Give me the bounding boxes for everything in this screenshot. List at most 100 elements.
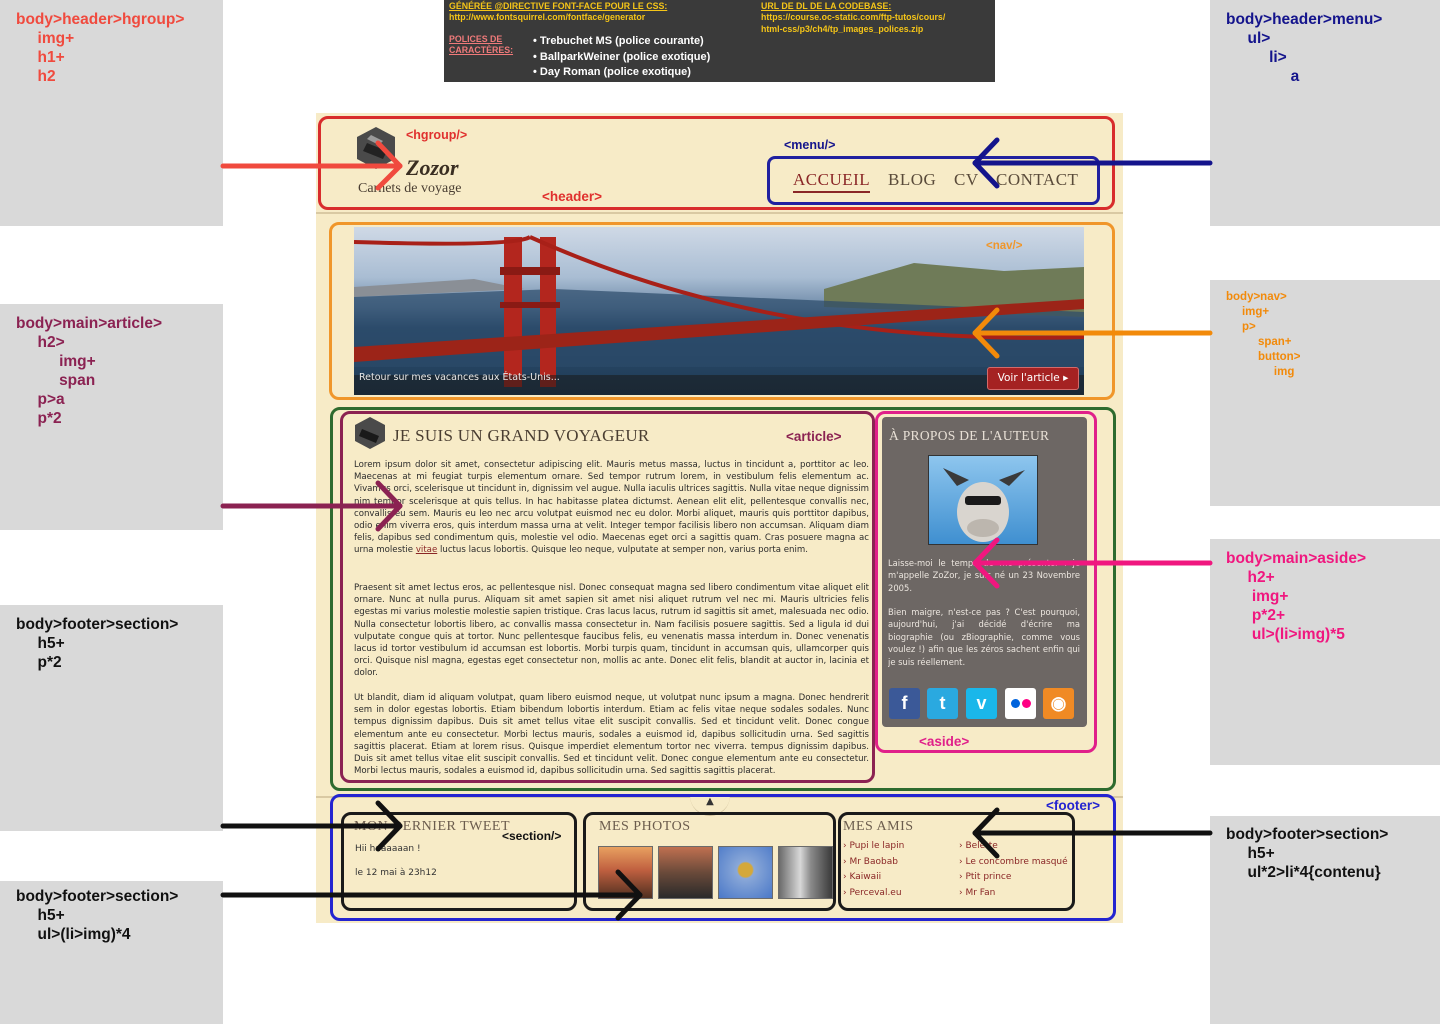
- article-title: JE SUIS UN GRAND VOYAGEUR: [393, 426, 650, 445]
- friend-link[interactable]: Mr Baobab: [843, 855, 904, 871]
- friends-list-1: Pupi le lapin Mr Baobab Kaiwaii Perceval…: [843, 839, 904, 901]
- footer-tweet-date: le 12 mai à 23h12: [355, 868, 437, 878]
- article-tag: <article>: [786, 429, 842, 444]
- arrow-header-menu: [972, 137, 1213, 189]
- annotation-header-hgroup: body>header>hgroup> img+ h1+ h2: [16, 11, 185, 85]
- annotation-footer-section-1: body>footer>section> h5+ p*2: [16, 616, 179, 671]
- fonts-label-line2: CARACTÈRES:: [449, 45, 514, 55]
- friend-link[interactable]: Belette: [959, 839, 1068, 855]
- friend-link[interactable]: Le concombre masqué: [959, 855, 1067, 871]
- font-item: Day Roman (police exotique): [533, 65, 710, 81]
- hgroup-tag: <hgroup/>: [406, 128, 468, 142]
- annotation-aside: body>main>aside> h2+ img+ p*2+ ul>(li>im…: [1226, 550, 1366, 643]
- panel-header-menu: [1210, 0, 1440, 226]
- article-frame: [340, 411, 875, 783]
- footer-photos-title: MES PHOTOS: [599, 819, 691, 834]
- logo-title: Zozor: [406, 155, 459, 180]
- section-tag: <section/>: [502, 829, 562, 843]
- menu-item-contact[interactable]: CONTACT: [996, 170, 1079, 189]
- panel-footer-section-3: [1210, 816, 1440, 1024]
- header-tag: <header>: [542, 189, 603, 204]
- photo-thumbnail[interactable]: [718, 846, 773, 899]
- fonts-label-line1: POLICES DE: [449, 34, 503, 44]
- photo-thumbnail[interactable]: [598, 846, 653, 899]
- facebook-icon[interactable]: f: [889, 688, 920, 719]
- font-item: BallparkWeiner (police exotique): [533, 50, 710, 66]
- annotation-footer-section-2: body>footer>section> h5+ ul>(li>img)*4: [16, 888, 179, 943]
- friends-list-2: Belette Le concombre masqué Ptit prince …: [959, 839, 1068, 902]
- font-item: Trebuchet MS (police courante): [533, 34, 710, 50]
- rss-icon[interactable]: ◉: [1043, 688, 1074, 719]
- article-link[interactable]: vitae: [415, 545, 438, 556]
- fonts-list: Trebuchet MS (police courante) BallparkW…: [533, 34, 710, 81]
- arrow-aside: [972, 537, 1213, 589]
- footer-frame: [330, 794, 1116, 921]
- panel-footer-section-2: [0, 881, 223, 1024]
- panel-nav: [1210, 280, 1440, 506]
- panel-article: [0, 304, 223, 530]
- menu-item-accueil[interactable]: ACCUEIL: [793, 170, 871, 193]
- codebase-heading: URL DE DL DE LA CODEBASE:: [761, 1, 892, 11]
- article-text: Lorem ipsum dolor sit amet, consectetur …: [354, 460, 869, 556]
- arrow-footer-section-1: [220, 800, 403, 852]
- friend-link[interactable]: Mr Fan: [959, 886, 1068, 902]
- article-paragraph-2: Praesent sit amet lectus eros, ac pellen…: [354, 583, 869, 679]
- photo-thumbnail[interactable]: [658, 846, 713, 899]
- footer-section-tweet: [341, 812, 577, 911]
- friend-link[interactable]: Pupi le lapin: [843, 839, 904, 855]
- website-mockup: Zozor Carnets de voyage <hgroup/> <heade…: [316, 113, 1123, 923]
- article-paragraph-1: Lorem ipsum dolor sit amet, consectetur …: [354, 459, 869, 569]
- arrow-nav: [972, 307, 1213, 359]
- nav-frame: [329, 222, 1115, 400]
- arrow-article: [220, 480, 403, 532]
- footer-section-photos: [583, 812, 836, 911]
- arrow-footer-section-3: [972, 807, 1213, 859]
- arrow-footer-section-2: [220, 869, 643, 921]
- aside-title: À PROPOS DE L'AUTEUR: [889, 428, 1050, 443]
- article-text: luctus lacus lobortis. Quisque leo neque…: [439, 545, 808, 556]
- divider: [316, 212, 1123, 214]
- banner-image: [354, 227, 1084, 395]
- annotation-footer-section-3: body>footer>section> h5+ ul*2>li*4{conte…: [1226, 826, 1389, 881]
- flickr-icon[interactable]: [1005, 688, 1036, 719]
- article-paragraph-3: Ut blandit, diam id aliquam volutpat, qu…: [354, 693, 869, 777]
- menu-frame: [767, 156, 1100, 205]
- aside-tag: <aside>: [919, 734, 970, 749]
- arrow-header-hgroup: [220, 140, 403, 191]
- banner-button[interactable]: Voir l'article ▸: [987, 367, 1079, 390]
- vimeo-icon[interactable]: v: [966, 688, 997, 719]
- annotation-article: body>main>article> h2> img+ span p>a p*2: [16, 315, 163, 427]
- twitter-icon[interactable]: t: [927, 688, 958, 719]
- annotation-header-menu: body>header>menu> ul> li> a: [1226, 11, 1383, 85]
- annotation-nav: body>nav> img+ p> span+ button> img: [1226, 291, 1301, 378]
- zozor-avatar-icon: [943, 468, 1025, 542]
- main-frame: [330, 407, 1116, 791]
- footer-friends-title: MES AMIS: [843, 819, 914, 834]
- friend-link[interactable]: Ptit prince: [959, 870, 1068, 886]
- menu-tag: <menu/>: [784, 138, 836, 152]
- fontface-url: http://www.fontsquirrel.com/fontface/gen…: [449, 12, 646, 22]
- photo-thumbnail[interactable]: [778, 846, 833, 899]
- fontface-heading: GÉNÉRÉE @DIRECTIVE FONT-FACE POUR LE CSS…: [449, 1, 668, 11]
- nav-tag: <nav/>: [986, 240, 1023, 252]
- menu-item-blog[interactable]: BLOG: [888, 170, 937, 189]
- footer-tag: <footer>: [1046, 798, 1101, 813]
- footer-tweet-text: Hii haaaaaan !: [355, 844, 421, 854]
- aside-frame: [875, 411, 1097, 753]
- panel-footer-section-1: [0, 605, 223, 831]
- banner-caption: Retour sur mes vacances aux États-Unis..…: [359, 372, 560, 383]
- codebase-url-line1: https://course.oc-static.com/ftp-tutos/c…: [761, 12, 946, 22]
- codebase-url-line2: html-css/p3/ch4/tp_images_polices.zip: [761, 24, 924, 34]
- footer-section-friends: [838, 812, 1075, 911]
- aside-paragraph-2: Bien maigre, n'est-ce pas ? C'est pourqu…: [888, 607, 1080, 667]
- panel-header-hgroup: [0, 0, 223, 226]
- friend-link[interactable]: Perceval.eu: [843, 886, 904, 902]
- golden-gate-bridge-icon: [354, 235, 1084, 395]
- menu-item-cv[interactable]: CV: [954, 170, 979, 189]
- friend-link[interactable]: Kaiwaii: [843, 870, 904, 886]
- article-icon: [355, 417, 385, 449]
- author-photo: [928, 455, 1038, 545]
- panel-aside: [1210, 539, 1440, 765]
- font-info-box: GÉNÉRÉE @DIRECTIVE FONT-FACE POUR LE CSS…: [444, 0, 995, 82]
